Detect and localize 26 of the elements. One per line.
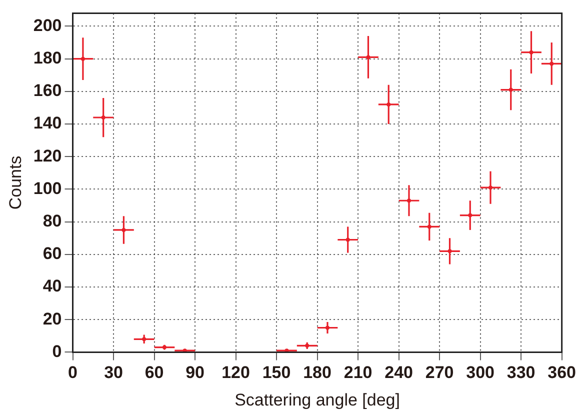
- x-tick-label: 270: [425, 363, 454, 382]
- x-tick-label: 0: [68, 363, 78, 382]
- x-tick-label: 210: [344, 363, 372, 382]
- y-tick-label: 140: [33, 114, 62, 133]
- x-tick-label: 120: [222, 363, 250, 382]
- x-tick-label: 330: [506, 363, 536, 382]
- x-axis-title: Scattering angle [deg]: [234, 390, 400, 410]
- y-tick-label: 120: [33, 146, 62, 166]
- y-tick-label: 0: [52, 342, 62, 361]
- y-tick-label: 160: [33, 81, 62, 100]
- y-tick-label: 180: [33, 48, 62, 68]
- y-tick-label: 40: [42, 276, 62, 296]
- y-tick-label: 80: [42, 212, 62, 231]
- y-tick-label: 100: [33, 178, 62, 198]
- x-tick-label: 150: [262, 363, 291, 382]
- x-tick-label: 300: [466, 363, 494, 382]
- x-tick-label: 240: [384, 363, 413, 382]
- x-tick-label: 180: [303, 363, 332, 382]
- y-tick-label: 60: [42, 244, 62, 264]
- x-tick-label: 30: [104, 363, 123, 382]
- y-tick-label: 200: [33, 16, 62, 35]
- y-axis-title: Counts: [6, 156, 25, 210]
- y-tick-label: 20: [42, 309, 62, 328]
- x-tick-label: 90: [186, 363, 204, 382]
- x-tick-label: 360: [548, 363, 576, 382]
- x-tick-label: 60: [144, 363, 164, 382]
